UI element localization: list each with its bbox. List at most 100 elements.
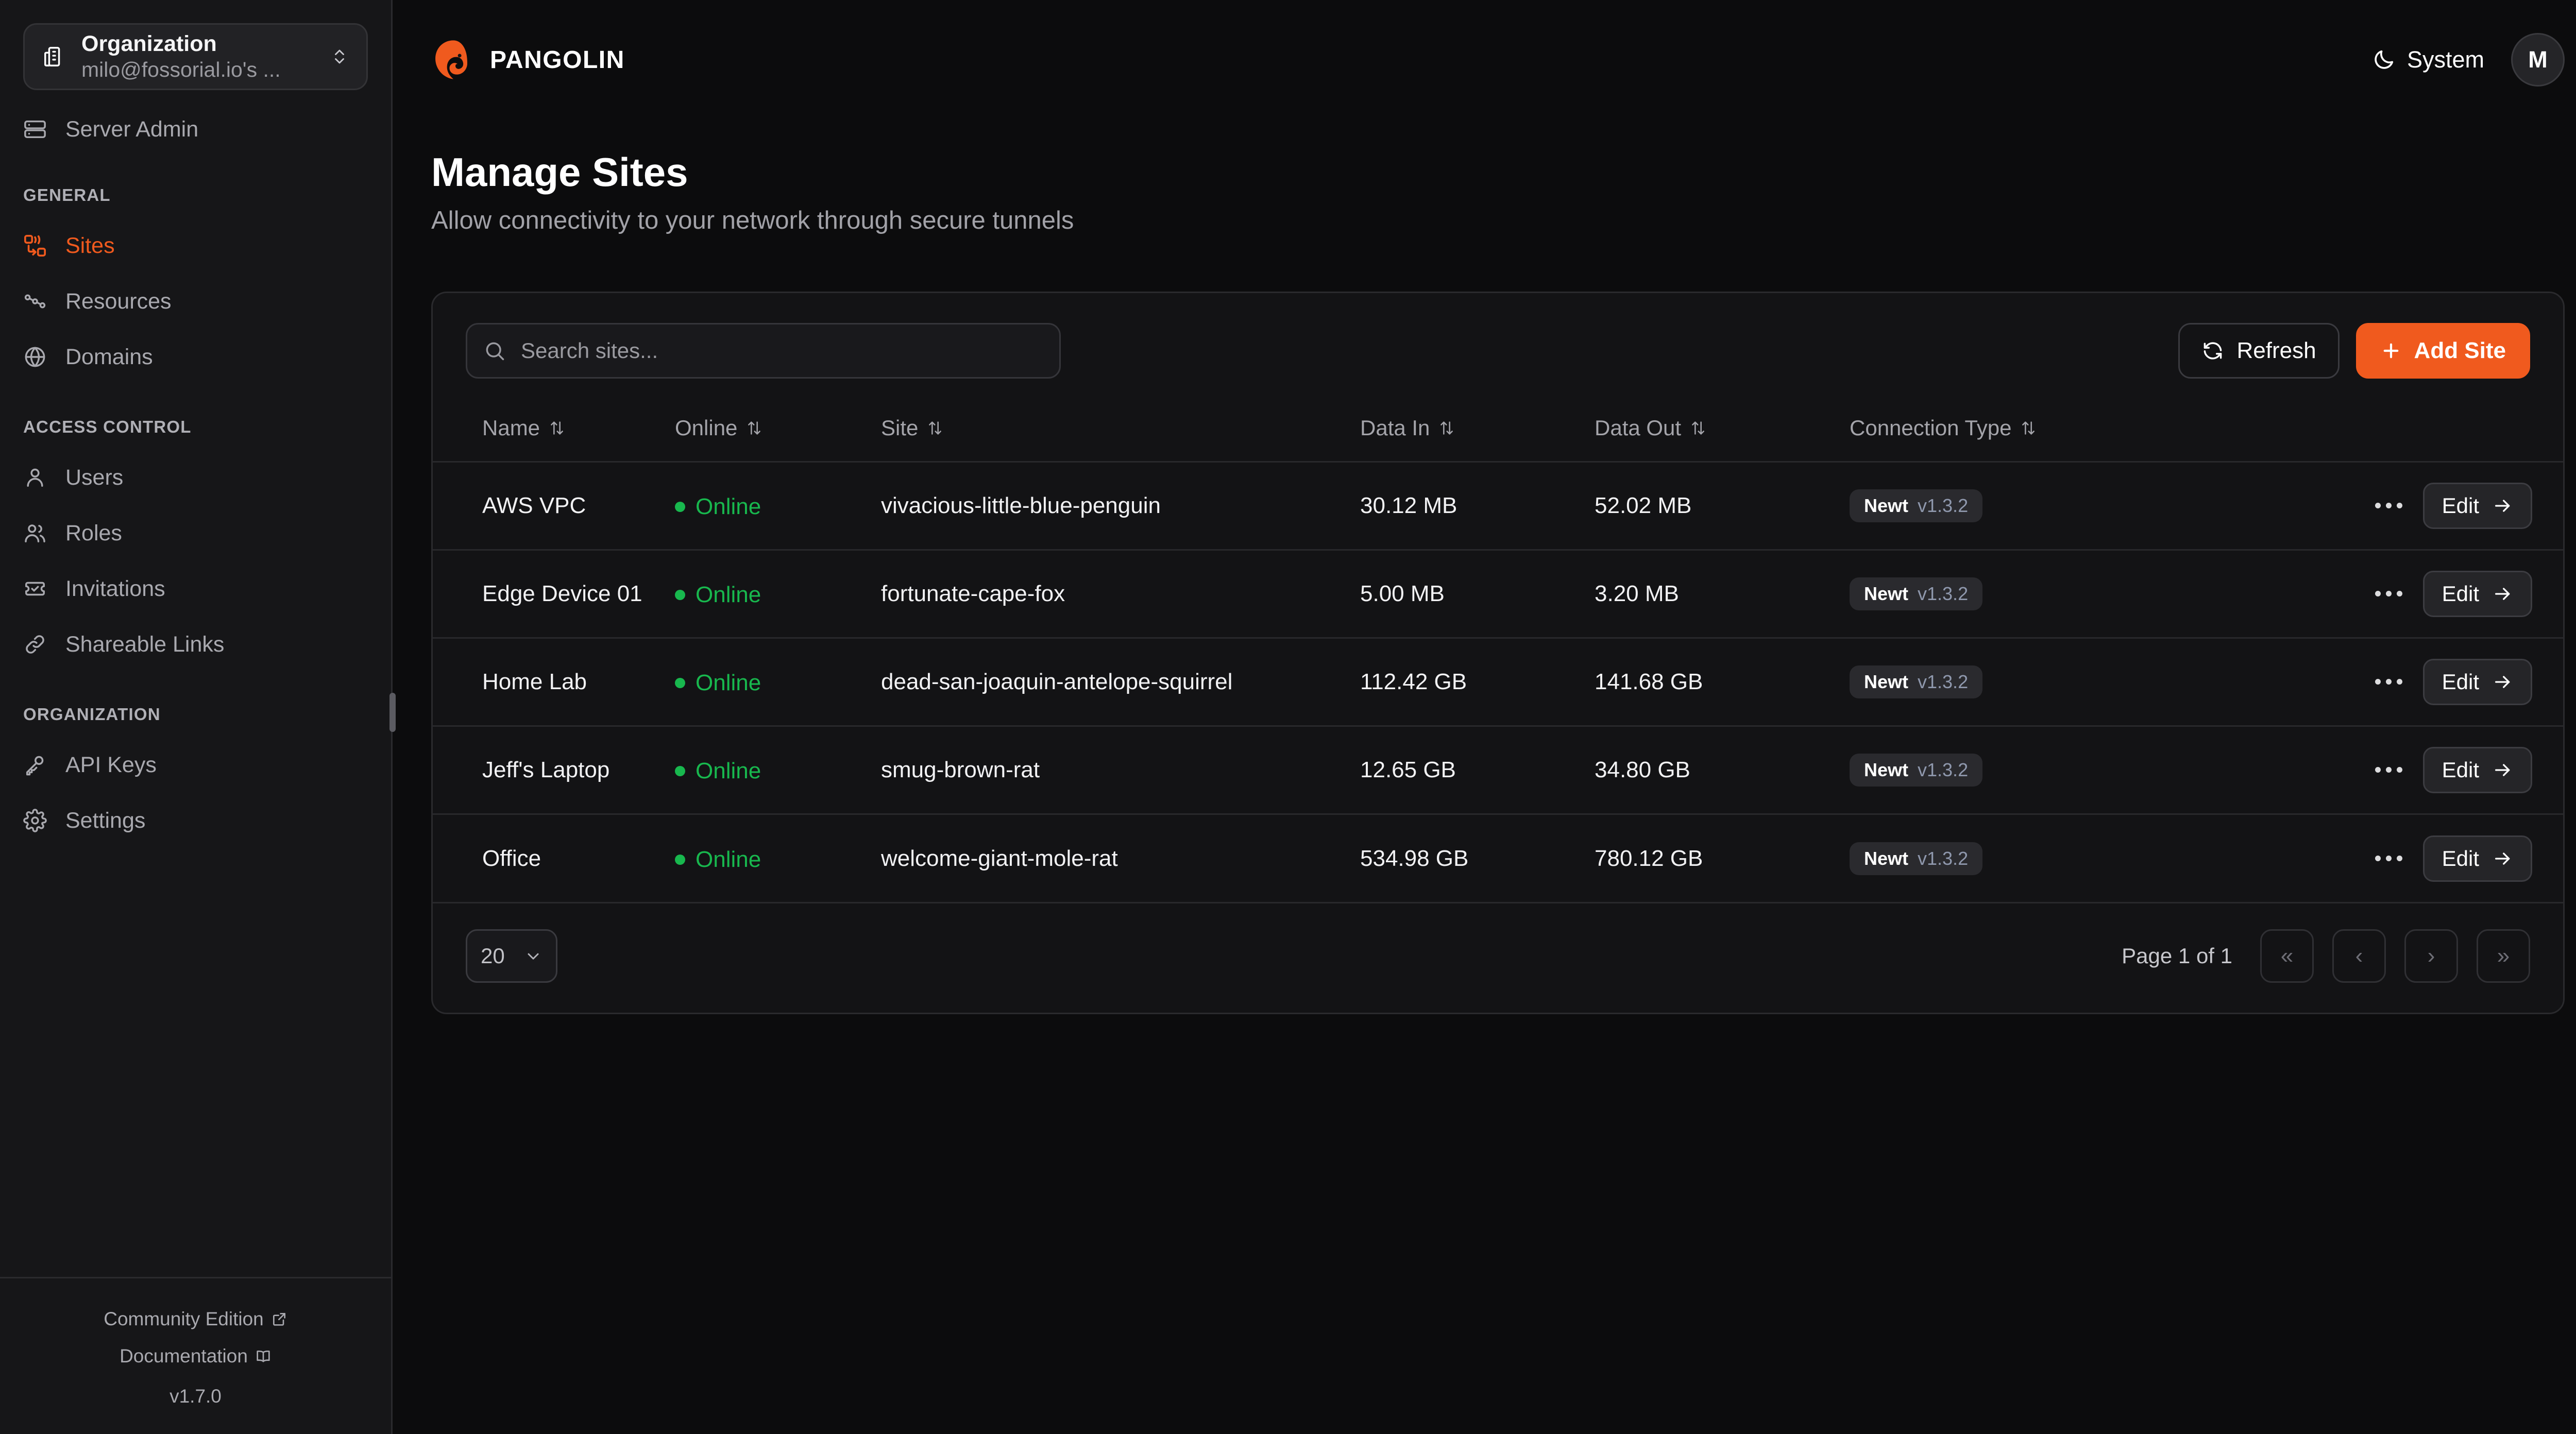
sort-icon: [1689, 419, 1707, 437]
cell-site: fortunate-cape-fox: [881, 549, 1360, 638]
cell-name: AWS VPC: [433, 460, 675, 550]
cell-data-out: 52.02 MB: [1595, 460, 1850, 550]
row-more-menu-icon[interactable]: [2368, 573, 2410, 614]
org-switcher[interactable]: Organization milo@fossorial.io's ...: [23, 23, 368, 90]
sites-card: Refresh Add Site: [431, 291, 2565, 1015]
theme-toggle[interactable]: System: [2372, 46, 2484, 73]
sidebar-item-sites[interactable]: Sites: [0, 218, 391, 274]
users-icon: [23, 521, 50, 545]
brand[interactable]: PANGOLIN: [431, 38, 625, 82]
edit-button[interactable]: Edit: [2422, 658, 2532, 705]
building-icon: [42, 45, 66, 69]
column-label: Online: [675, 415, 738, 440]
row-more-menu-icon[interactable]: [2368, 838, 2410, 879]
status-dot-icon: [675, 677, 685, 688]
column-header-site[interactable]: Site: [881, 402, 1360, 462]
connection-name: Newt: [1864, 759, 1909, 780]
pangolin-logo-icon: [431, 38, 476, 82]
column-header-connection-type[interactable]: Connection Type: [1850, 402, 2231, 462]
sidebar-item-api-keys[interactable]: API Keys: [0, 737, 391, 793]
column-header-name[interactable]: Name: [433, 402, 675, 462]
row-more-menu-icon[interactable]: [2368, 485, 2410, 526]
status-dot-icon: [675, 854, 685, 865]
community-edition-link[interactable]: Community Edition: [104, 1308, 287, 1330]
search-input[interactable]: [466, 322, 1061, 379]
next-page-button[interactable]: ›: [2404, 929, 2458, 983]
cell-data-in: 30.12 MB: [1360, 460, 1595, 550]
previous-page-button[interactable]: ‹: [2332, 929, 2386, 983]
table-row[interactable]: Jeff's Laptop Online smug-brown-rat 12.6…: [433, 725, 2563, 814]
table-row[interactable]: Office Online welcome-giant-mole-rat 534…: [433, 813, 2563, 902]
avatar[interactable]: M: [2511, 33, 2565, 87]
ticket-check-icon: [23, 577, 50, 601]
external-link-icon: [271, 1311, 287, 1327]
connection-version: v1.3.2: [1918, 847, 1969, 869]
page-indicator: Page 1 of 1: [2122, 944, 2232, 968]
sidebar-item-server-admin[interactable]: Server Admin: [0, 101, 391, 157]
cell-data-out: 780.12 GB: [1595, 813, 1850, 902]
column-header-data-in[interactable]: Data In: [1360, 402, 1595, 462]
sort-icon: [745, 419, 763, 437]
edit-button[interactable]: Edit: [2422, 835, 2532, 882]
column-header-data-out[interactable]: Data Out: [1595, 402, 1850, 462]
edit-button[interactable]: Edit: [2422, 482, 2532, 529]
connection-version: v1.3.2: [1918, 671, 1969, 692]
last-page-button[interactable]: »: [2477, 929, 2530, 983]
connection-badge: Newt v1.3.2: [1850, 842, 1983, 875]
edit-button[interactable]: Edit: [2422, 570, 2532, 617]
sidebar-footer: Community Edition Documentation: [0, 1277, 391, 1434]
connection-name: Newt: [1864, 847, 1909, 869]
main-area: PANGOLIN System M Manage Sites Allow con…: [393, 0, 2576, 1434]
refresh-button[interactable]: Refresh: [2178, 322, 2340, 379]
table-row[interactable]: AWS VPC Online vivacious-little-blue-pen…: [433, 460, 2563, 550]
sidebar-resize-handle[interactable]: [389, 693, 396, 732]
column-label: Name: [482, 415, 540, 440]
sidebar-item-roles[interactable]: Roles: [0, 505, 391, 561]
cell-actions: Edit: [2231, 813, 2563, 902]
page-content: Manage Sites Allow connectivity to your …: [393, 120, 2576, 1434]
gear-icon: [23, 809, 50, 832]
table-row[interactable]: Edge Device 01 Online fortunate-cape-fox…: [433, 549, 2563, 638]
status-badge: Online: [675, 494, 761, 520]
documentation-link[interactable]: Documentation: [120, 1345, 272, 1367]
sidebar-item-invitations[interactable]: Invitations: [0, 561, 391, 617]
cell-connection-type: Newt v1.3.2: [1850, 725, 2231, 814]
edit-button[interactable]: Edit: [2422, 746, 2532, 793]
row-more-menu-icon[interactable]: [2368, 749, 2410, 791]
server-icon: [23, 117, 50, 141]
sidebar-item-shareable-links[interactable]: Shareable Links: [0, 617, 391, 672]
cell-actions: Edit: [2231, 725, 2563, 814]
connection-version: v1.3.2: [1918, 583, 1969, 604]
topbar: PANGOLIN System M: [393, 0, 2576, 120]
add-site-label: Add Site: [2414, 337, 2506, 363]
table-row[interactable]: Home Lab Online dead-san-joaquin-antelop…: [433, 637, 2563, 726]
status-dot-icon: [675, 589, 685, 600]
row-more-menu-icon[interactable]: [2368, 661, 2410, 703]
connection-version: v1.3.2: [1918, 759, 1969, 780]
topbar-right: System M: [2372, 33, 2565, 87]
arrow-right-icon: [2493, 848, 2513, 869]
sidebar-item-label: Domains: [65, 344, 153, 369]
column-header-online[interactable]: Online: [675, 402, 881, 462]
add-site-button[interactable]: Add Site: [2355, 322, 2530, 379]
first-page-button[interactable]: «: [2260, 929, 2314, 983]
search-icon: [483, 339, 506, 362]
table-body: AWS VPC Online vivacious-little-blue-pen…: [433, 460, 2563, 902]
sidebar-item-label: Invitations: [65, 576, 165, 601]
sidebar-item-users[interactable]: Users: [0, 450, 391, 505]
cell-site: vivacious-little-blue-penguin: [881, 460, 1360, 550]
sort-icon: [926, 419, 944, 437]
connection-badge: Newt v1.3.2: [1850, 577, 1983, 610]
cell-data-in: 5.00 MB: [1360, 549, 1595, 638]
chevrons-up-down-icon[interactable]: [330, 47, 349, 66]
sidebar-item-resources[interactable]: Resources: [0, 274, 391, 329]
cell-connection-type: Newt v1.3.2: [1850, 549, 2231, 638]
app-version: v1.7.0: [170, 1386, 222, 1407]
moon-icon: [2372, 48, 2396, 72]
sidebar-item-settings[interactable]: Settings: [0, 793, 391, 848]
column-label: Site: [881, 415, 919, 440]
edit-label: Edit: [2442, 846, 2479, 870]
page-size-select[interactable]: 20: [466, 929, 557, 983]
sidebar-item-domains[interactable]: Domains: [0, 329, 391, 385]
